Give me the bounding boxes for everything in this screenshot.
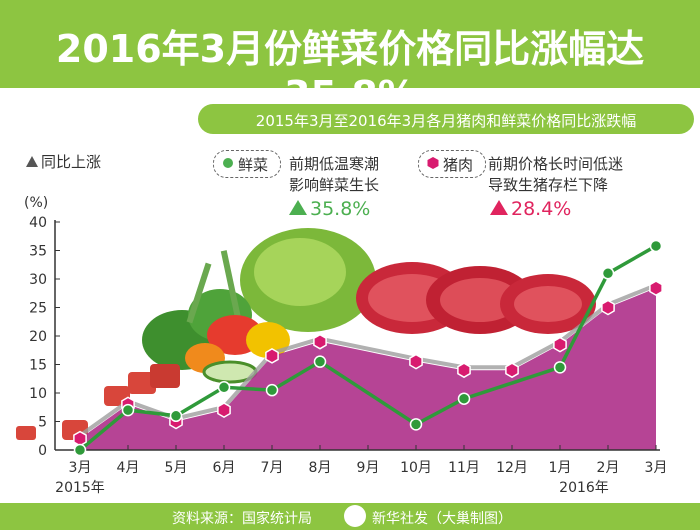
up-legend-label: 同比上涨 xyxy=(41,153,102,171)
y-tick-label: 0 xyxy=(38,443,47,459)
data-point-layer xyxy=(73,239,663,457)
chart-subtitle: 2015年3月至2016年3月各月猪肉和鲜菜价格同比涨跌幅 xyxy=(255,112,637,130)
x-tick-label: 11月 xyxy=(448,460,480,476)
x-year-label: 2016年 xyxy=(559,480,609,496)
asparagus-illustration-2 xyxy=(186,262,212,324)
vegetables-and-meat-illustration xyxy=(16,228,596,440)
legend-vegetables-note-line1: 前期低温寒潮 xyxy=(289,155,380,173)
x-tick-label: 3月 xyxy=(645,460,668,476)
pork-data-point xyxy=(505,362,519,379)
y-tick-label: 10 xyxy=(29,386,47,402)
vegetable-data-point xyxy=(457,392,471,405)
y-tick-label: 25 xyxy=(29,301,47,317)
vegetable-data-point xyxy=(169,409,183,423)
legend-pork-note-line2: 导致生猪存栏下降 xyxy=(488,176,609,194)
vegetable-data-point xyxy=(553,361,567,374)
x-tick-label: 5月 xyxy=(165,460,188,476)
x-tick-label: 9月 xyxy=(357,460,380,476)
page-title: 2016年3月份鲜菜价格同比涨幅达35.8% xyxy=(55,27,645,117)
asparagus-illustration xyxy=(220,250,242,320)
legend-pork-delta-value: 28.4% xyxy=(511,198,572,220)
pork-area xyxy=(80,288,656,450)
pork-data-point xyxy=(73,430,87,447)
legend-vegetables-label: 鲜菜 xyxy=(238,156,269,174)
legend-vegetables-box xyxy=(213,150,281,178)
x-tick-label: 7月 xyxy=(261,460,284,476)
y-axis-label: (%) xyxy=(24,195,48,211)
legend-vegetables-dot-icon xyxy=(223,158,233,168)
pork-data-point xyxy=(601,299,615,316)
pork-data-point xyxy=(313,333,327,350)
vegetable-data-point xyxy=(313,355,327,368)
pork-data-point xyxy=(265,348,279,364)
legend-vegetables-note-line2: 影响鲜菜生长 xyxy=(289,176,380,194)
x-tick-label: 6月 xyxy=(213,460,236,476)
up-triangle-icon xyxy=(289,200,307,215)
pork-slice-inner-3 xyxy=(514,286,582,322)
y-tick-label: 30 xyxy=(29,272,47,288)
pork-data-point xyxy=(553,336,567,353)
pork-slice-inner-2 xyxy=(440,278,520,322)
vegetable-data-point xyxy=(649,239,663,253)
vegetable-data-point xyxy=(409,418,423,431)
vegetable-data-point xyxy=(121,403,135,417)
up-triangle-icon xyxy=(490,200,508,215)
meat-cube-illustration xyxy=(128,372,156,394)
x-tick-label: 3月 xyxy=(69,460,92,476)
pork-data-point xyxy=(457,362,471,379)
y-tick-label: 20 xyxy=(29,329,47,345)
pork-data-point xyxy=(409,353,423,370)
legend-pork-note-line1: 前期价格长时间低迷 xyxy=(488,155,624,173)
pork-data-point xyxy=(649,280,663,296)
y-tick-label: 15 xyxy=(29,358,47,374)
y-tick-label: 40 xyxy=(29,215,47,231)
xinhua-logo-icon xyxy=(344,505,366,527)
vegetable-data-point xyxy=(265,383,279,397)
legend-pork-label: 猪肉 xyxy=(443,156,474,174)
title-banner xyxy=(0,0,700,88)
x-tick-label: 8月 xyxy=(309,460,332,476)
y-tick-label: 35 xyxy=(29,244,47,260)
legend-pork-hexagon-icon xyxy=(427,157,439,169)
x-tick-label: 2月 xyxy=(597,460,620,476)
meat-cube-illustration-2 xyxy=(150,364,180,388)
vegetable-data-point xyxy=(601,267,615,280)
vegetable-data-point xyxy=(217,381,231,394)
legend-vegetables-delta: 35.8% xyxy=(289,198,370,220)
axis-layer: 0 5 10 15 20 25 30 35 40 (%) 3月 4月 5月 6月 7月 8月 9月 10月 11月 1… xyxy=(24,195,667,496)
x-tick-label: 10月 xyxy=(400,460,432,476)
price-change-chart: 0 5 10 15 20 25 30 35 40 (%) 3月 4月 5月 6月 7月 8月 9月 10月 11月 1… xyxy=(16,195,667,496)
legend-pork-delta: 28.4% xyxy=(490,198,571,220)
y-tick-label: 5 xyxy=(38,415,47,431)
x-tick-label: 4月 xyxy=(117,460,140,476)
legend-vegetables-delta-value: 35.8% xyxy=(310,198,371,220)
up-triangle-icon xyxy=(26,156,38,167)
legend-pork-box xyxy=(418,150,486,178)
footer-source: 资料来源：国家统计局 xyxy=(172,511,312,527)
x-year-label: 2015年 xyxy=(55,480,105,496)
footer-publisher: 新华社发（大巢制图） xyxy=(372,511,512,527)
vegetable-data-point xyxy=(73,443,87,457)
x-tick-label: 12月 xyxy=(496,460,528,476)
pork-data-point xyxy=(217,402,231,418)
subtitle-banner xyxy=(198,104,694,134)
up-legend: 同比上涨 xyxy=(26,151,101,172)
meat-cube-illustration-5 xyxy=(16,426,36,440)
lettuce-highlight xyxy=(254,238,346,306)
x-tick-label: 1月 xyxy=(549,460,572,476)
